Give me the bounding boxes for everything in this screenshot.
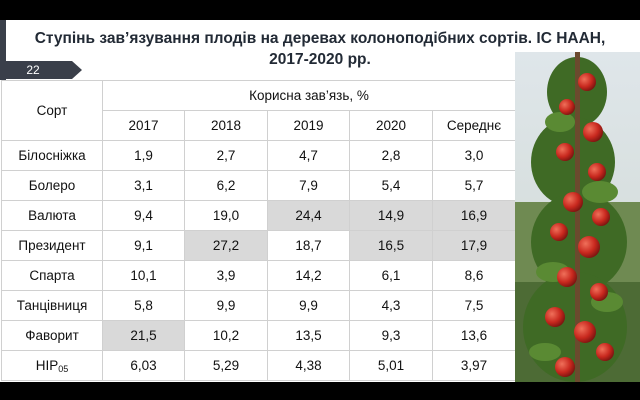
table-cell: 3,97 — [432, 350, 516, 381]
table-cell: 8,6 — [432, 260, 516, 291]
table-cell: 13,6 — [432, 320, 516, 351]
header-useful-set: Корисна зав’язь, % — [102, 80, 516, 111]
header-year: 2018 — [184, 110, 268, 141]
slide-accent-bar — [0, 20, 6, 80]
table-cell: 7,5 — [432, 290, 516, 321]
fruit-set-table: Сорт Корисна зав’язь, % 2017 2018 2019 2… — [1, 80, 516, 381]
lsd-label-subscript: 05 — [58, 363, 69, 374]
table-row: Валюта 9,4 19,0 24,4 14,9 16,9 — [1, 200, 516, 231]
variety-name: Валюта — [1, 200, 103, 231]
table-cell: 3,9 — [184, 260, 268, 291]
table-cell: 9,9 — [267, 290, 350, 321]
slide-number-badge: 22 — [0, 61, 82, 79]
table-cell: 6,03 — [102, 350, 185, 381]
table-cell: 19,0 — [184, 200, 268, 231]
table-cell: 10,2 — [184, 320, 268, 351]
table-cell: 5,29 — [184, 350, 268, 381]
variety-name: Болеро — [1, 170, 103, 201]
table-cell: 9,9 — [184, 290, 268, 321]
table-cell: 5,7 — [432, 170, 516, 201]
header-sort: Сорт — [1, 80, 103, 141]
table-cell: 9,4 — [102, 200, 185, 231]
table-row: Фаворит 21,5 10,2 13,5 9,3 13,6 — [1, 320, 516, 351]
table-cell: 5,8 — [102, 290, 185, 321]
table-cell: 2,7 — [184, 140, 268, 171]
letterbox-bar — [0, 382, 640, 400]
table-row: Танцівниця 5,8 9,9 9,9 4,3 7,5 — [1, 290, 516, 321]
table-cell: 3,0 — [432, 140, 516, 171]
table-cell: 4,3 — [349, 290, 433, 321]
table-cell-highlighted: 17,9 — [432, 230, 516, 261]
table-cell: 6,2 — [184, 170, 268, 201]
header-year: 2017 — [102, 110, 185, 141]
table-cell: 10,1 — [102, 260, 185, 291]
table-cell: 4,38 — [267, 350, 350, 381]
table-cell-highlighted: 16,9 — [432, 200, 516, 231]
table-cell-highlighted: 21,5 — [102, 320, 185, 351]
table-cell: 5,01 — [349, 350, 433, 381]
table-cell-highlighted: 27,2 — [184, 230, 268, 261]
table-cell: 6,1 — [349, 260, 433, 291]
table-cell-highlighted: 24,4 — [267, 200, 350, 231]
table-cell: 9,1 — [102, 230, 185, 261]
header-year: 2020 — [349, 110, 433, 141]
table-cell: 3,1 — [102, 170, 185, 201]
lsd-label: НІР05 — [1, 350, 103, 381]
variety-name: Спарта — [1, 260, 103, 291]
table-row-lsd: НІР05 6,03 5,29 4,38 5,01 3,97 — [1, 350, 516, 381]
lsd-label-text: НІР — [35, 357, 59, 373]
table-header-row: Сорт Корисна зав’язь, % — [1, 80, 516, 141]
slide-title-line-2: 2017-2020 рр. — [269, 51, 371, 68]
table-cell: 13,5 — [267, 320, 350, 351]
table-cell: 5,4 — [349, 170, 433, 201]
table-cell: 1,9 — [102, 140, 185, 171]
table-cell: 9,3 — [349, 320, 433, 351]
variety-name: Білосніжка — [1, 140, 103, 171]
table-cell: 18,7 — [267, 230, 350, 261]
table-cell-highlighted: 14,9 — [349, 200, 433, 231]
table-cell: 7,9 — [267, 170, 350, 201]
variety-name: Танцівниця — [1, 290, 103, 321]
table-cell: 14,2 — [267, 260, 350, 291]
slide-title: Ступінь зав’язування плодів на деревах к… — [0, 28, 640, 70]
table-cell-highlighted: 16,5 — [349, 230, 433, 261]
slide: Ступінь зав’язування плодів на деревах к… — [0, 20, 640, 382]
table-row: Спарта 10,1 3,9 14,2 6,1 8,6 — [1, 260, 516, 291]
variety-name: Президент — [1, 230, 103, 261]
table-row: Болеро 3,1 6,2 7,9 5,4 5,7 — [1, 170, 516, 201]
table-year-row: 2017 2018 2019 2020 Середнє — [2, 110, 516, 141]
table-cell: 4,7 — [267, 140, 350, 171]
table-cell: 2,8 — [349, 140, 433, 171]
table-row: Президент 9,1 27,2 18,7 16,5 17,9 — [1, 230, 516, 261]
variety-name: Фаворит — [1, 320, 103, 351]
apple-tree-photo — [515, 52, 640, 382]
slide-number: 22 — [26, 63, 40, 77]
header-year: 2019 — [267, 110, 350, 141]
header-average: Середнє — [432, 110, 516, 141]
table-row: Білосніжка 1,9 2,7 4,7 2,8 3,0 — [1, 140, 516, 171]
slide-title-line-1: Ступінь зав’язування плодів на деревах к… — [34, 30, 606, 47]
